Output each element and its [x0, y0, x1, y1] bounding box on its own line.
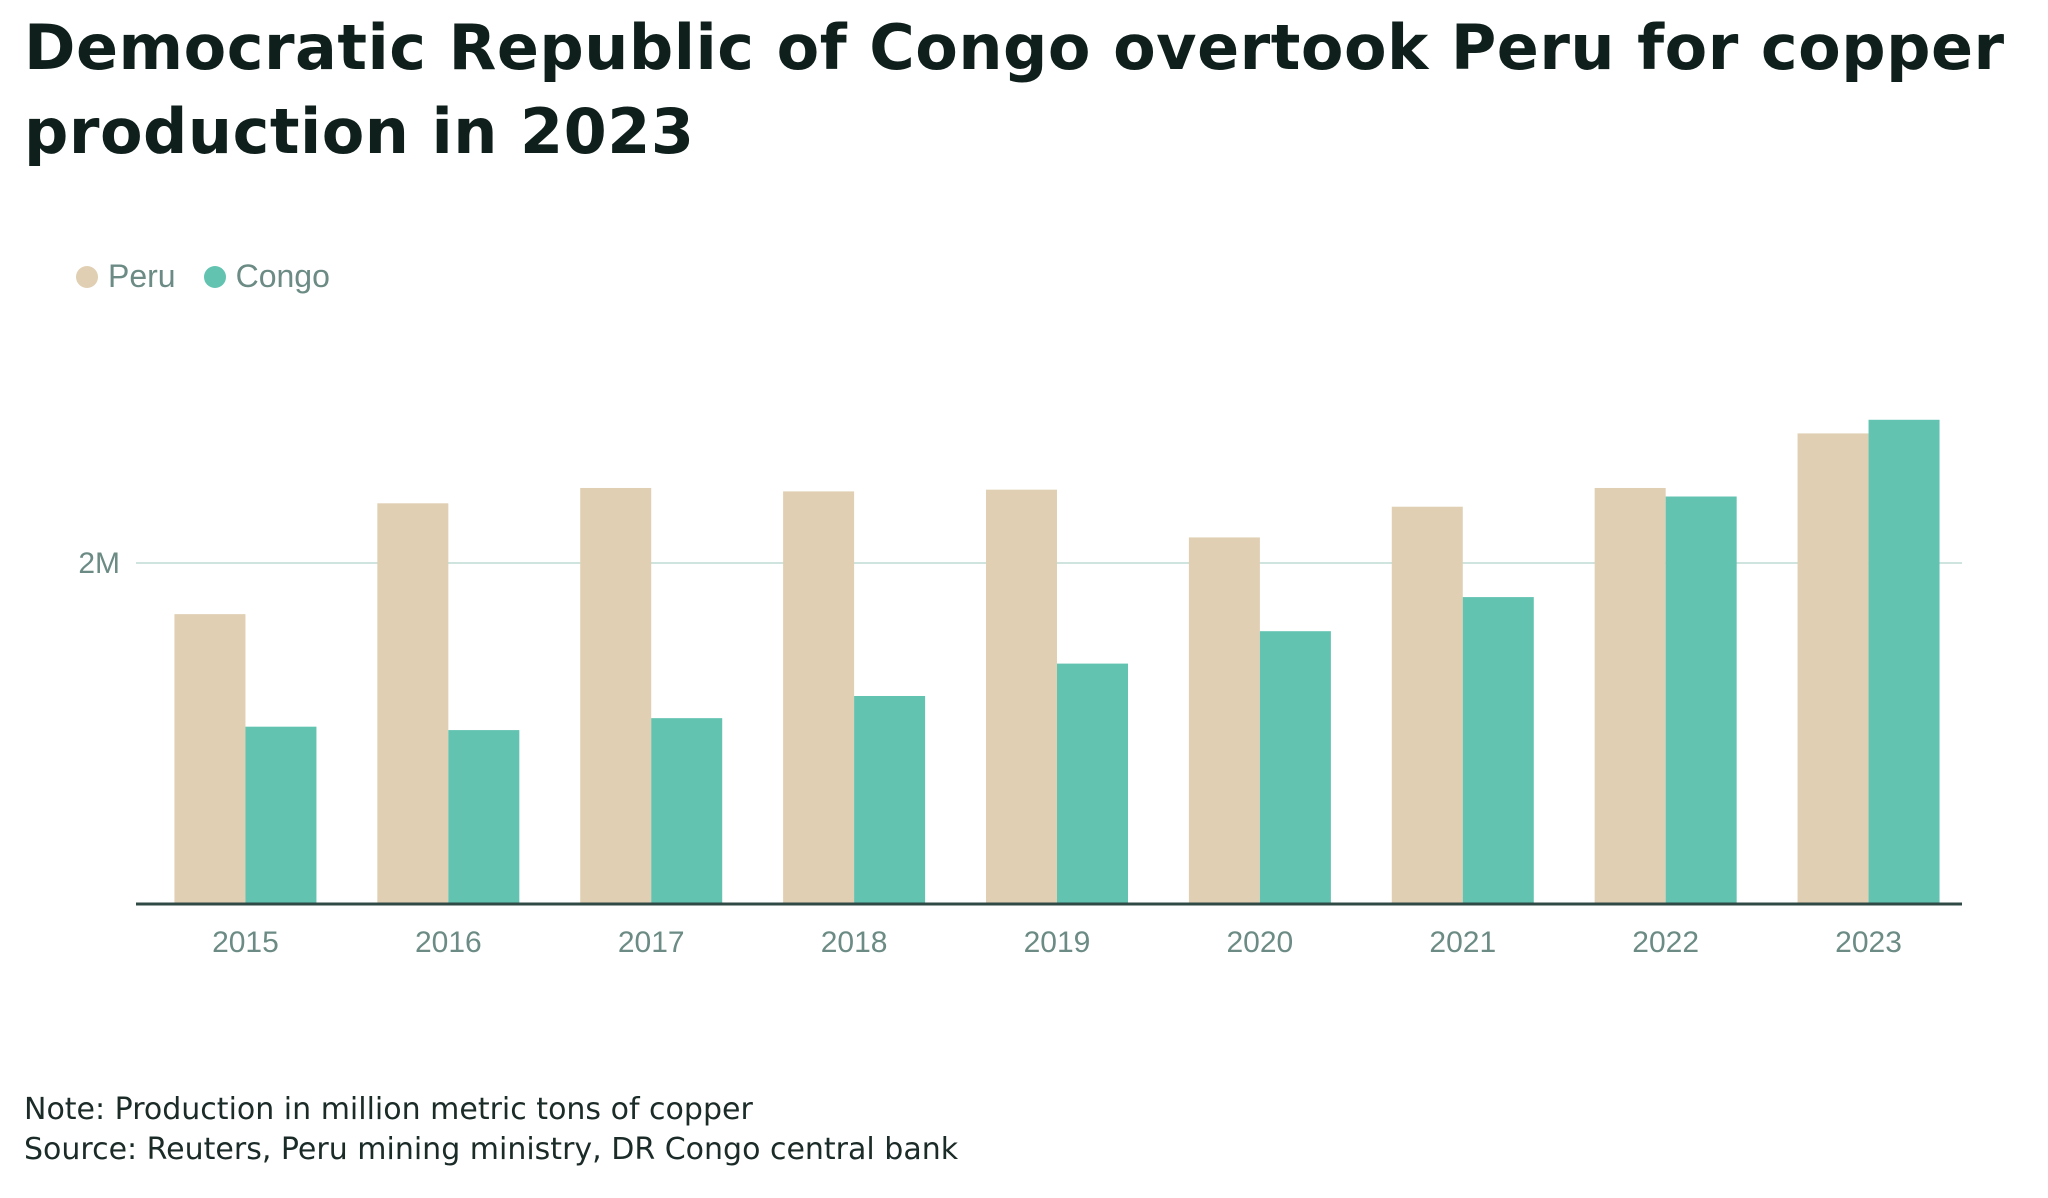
legend-label-peru: Peru — [108, 258, 176, 294]
bar-congo-2022 — [1665, 496, 1737, 904]
bar-peru-2021 — [1391, 506, 1463, 904]
bar-peru-2019 — [986, 489, 1057, 904]
x-tick-label-2015: 2015 — [212, 926, 279, 959]
x-tick-label-2018: 2018 — [821, 926, 888, 959]
bar-peru-2016 — [377, 503, 449, 904]
footer: Note: Production in million metric tons … — [24, 1090, 958, 1170]
x-tick-label-2016: 2016 — [415, 926, 482, 959]
bar-congo-2023 — [1868, 419, 1940, 904]
legend-swatch-peru — [76, 265, 98, 288]
x-tick-label-2023: 2023 — [1835, 926, 1902, 959]
x-tick-label-2022: 2022 — [1632, 926, 1699, 959]
bar-congo-2018 — [854, 695, 926, 904]
x-tick-label-2020: 2020 — [1227, 926, 1294, 959]
x-tick-label-2017: 2017 — [618, 926, 685, 959]
bar-peru-2023 — [1797, 433, 1869, 904]
x-tick-label-2019: 2019 — [1024, 926, 1091, 959]
x-tick-label-2021: 2021 — [1429, 926, 1496, 959]
bar-congo-2019 — [1057, 663, 1128, 904]
bar-congo-2020 — [1259, 631, 1331, 904]
bar-congo-2015 — [245, 726, 317, 904]
legend-item-congo: Congo — [203, 258, 330, 295]
bar-peru-2018 — [783, 491, 855, 904]
chart-title: Democratic Republic of Congo overtook Pe… — [24, 11, 2005, 168]
legend-label-congo: Congo — [235, 258, 330, 294]
legend-swatch-congo — [203, 265, 226, 288]
bar-peru-2020 — [1188, 537, 1260, 904]
y-tick-label-0: 2M — [78, 547, 120, 580]
bar-congo-2021 — [1462, 597, 1534, 904]
bar-peru-2017 — [580, 487, 652, 904]
bar-chart: 2M 2015 2016 2017 2018 2019 2020 2021 2022 2023 — [78, 419, 1962, 959]
bar-peru-2022 — [1594, 487, 1666, 904]
bar-congo-2017 — [651, 718, 723, 904]
footer-source: Source: Reuters, Peru mining ministry, D… — [24, 1132, 959, 1167]
footer-note: Note: Production in million metric tons … — [24, 1092, 753, 1127]
bar-congo-2016 — [448, 730, 520, 904]
bar-peru-2015 — [174, 614, 246, 904]
legend: Peru Congo — [76, 258, 358, 295]
legend-item-peru: Peru — [76, 258, 176, 295]
